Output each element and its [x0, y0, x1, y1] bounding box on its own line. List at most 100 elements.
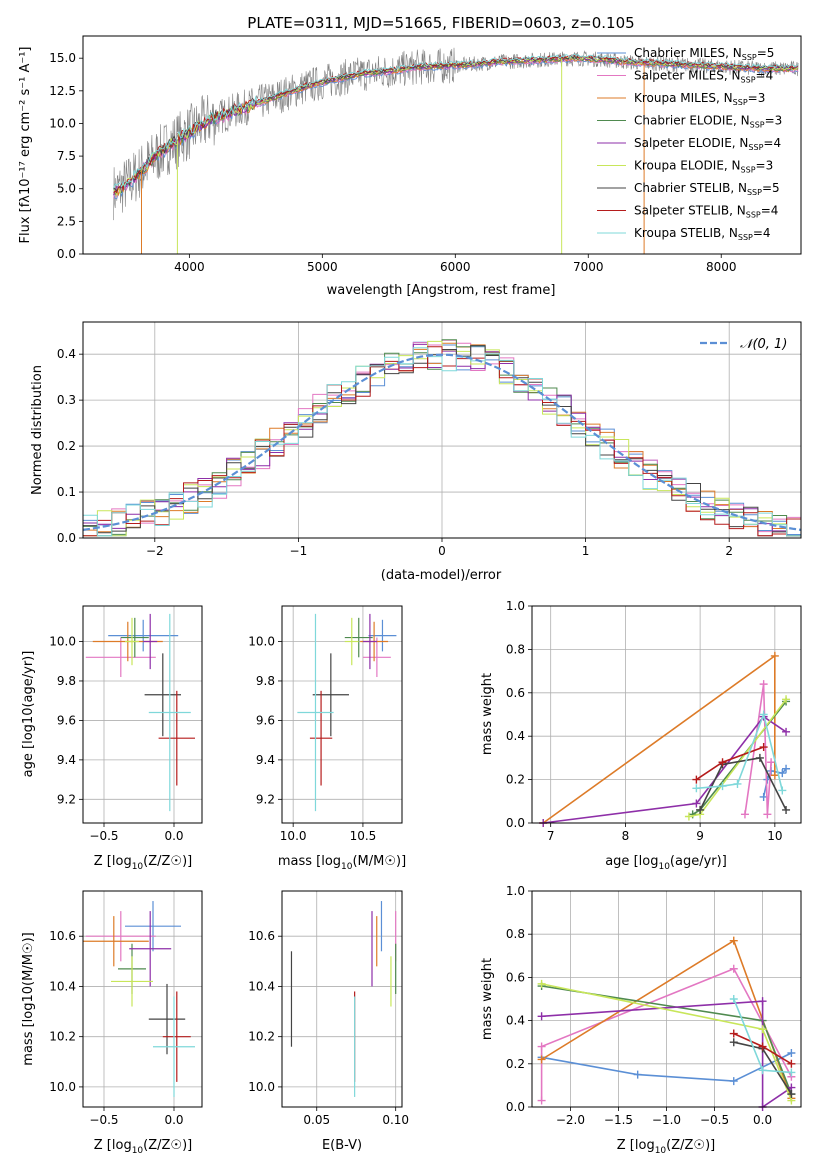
- plus-marker: [770, 651, 779, 660]
- y-axis-label: mass [log10(M/M☉)]: [21, 932, 36, 1065]
- axes-frame: [82, 321, 802, 539]
- mass-weight-line: [699, 757, 787, 811]
- y-tick-label: 9.4: [57, 753, 76, 767]
- x-axis-label: Z [log10(Z/Z☉)]: [94, 1138, 192, 1156]
- legend-label: Salpeter ELODIE, NSSP=4: [634, 136, 781, 152]
- y-tick-label: 0.2: [506, 1057, 525, 1071]
- plus-marker: [782, 727, 791, 736]
- plus-marker: [692, 799, 701, 808]
- y-tick-label: 10.0: [49, 116, 76, 130]
- mass-age-panel: 10.0 10.5 9.2 9.4 9.6 9.8 10.0 mass [log10(M/M☉…: [248, 605, 406, 872]
- legend-label: Salpeter MILES, NSSP=4: [634, 69, 773, 85]
- z-massweight-panel: −2.0 −1.5 −1.0 −0.5 0.0 0.0 0.2 0.4 0.6 0.8 1.0 Z […: [480, 884, 802, 1156]
- y-tick-label: 0.1: [57, 485, 76, 499]
- y-tick-label: 2.5: [57, 214, 76, 228]
- x-tick-label: 0.0: [753, 1113, 772, 1127]
- y-axis-label: Flux [fλ10⁻¹⁷ erg cm⁻² s⁻¹ A⁻¹]: [18, 47, 33, 244]
- y-tick-label: 0.8: [506, 927, 525, 941]
- y-tick-label: 10.0: [49, 635, 76, 649]
- legend-label: Kroupa MILES, NSSP=3: [634, 91, 765, 107]
- plus-marker: [782, 695, 791, 704]
- plus-marker: [692, 775, 701, 784]
- z-mass-panel: −0.5 0.0 10.0 10.2 10.4 10.6 Z [log10(Z/Z☉)] ma…: [21, 890, 203, 1156]
- x-tick-label: 2: [725, 544, 733, 558]
- y-tick-label: 0.2: [57, 439, 76, 453]
- x-tick-label: 10: [767, 829, 782, 843]
- y-tick-label: 10.6: [49, 929, 76, 943]
- legend-label: Salpeter STELIB, NSSP=4: [634, 204, 778, 220]
- y-axis-label: Normed distribution: [30, 365, 45, 495]
- plus-marker: [729, 995, 738, 1003]
- plus-marker: [759, 680, 768, 689]
- x-tick-label: 9: [696, 829, 704, 843]
- y-tick-label: 10.0: [49, 1080, 76, 1094]
- residual-histogram-panel: −2 −1 0 1 2 0.0 0.1 0.2 0.3 0.4 𝒩(0, 1) (data-model…: [30, 321, 802, 583]
- x-tick-label: 4000: [174, 260, 205, 274]
- y-tick-label: 15.0: [49, 51, 76, 65]
- y-axis-label: mass weight: [480, 673, 495, 755]
- y-tick-label: 0.0: [506, 1100, 525, 1114]
- plus-marker: [729, 1077, 738, 1086]
- plus-marker: [718, 758, 727, 767]
- plus-marker: [787, 1049, 796, 1057]
- y-tick-label: 9.6: [57, 713, 76, 727]
- plus-marker: [729, 964, 738, 973]
- plus-marker: [759, 743, 768, 752]
- y-tick-label: 9.8: [256, 674, 275, 688]
- plus-marker: [767, 758, 776, 767]
- y-tick-label: 0.4: [506, 1014, 525, 1028]
- x-tick-label: 1: [582, 544, 590, 558]
- legend-label: Kroupa ELODIE, NSSP=3: [634, 159, 773, 175]
- y-axis-label: age [log10(age/yr)]: [21, 651, 36, 778]
- axes-frame: [281, 605, 403, 824]
- plus-marker: [787, 1068, 796, 1077]
- plus-marker: [778, 786, 787, 795]
- y-tick-label: 1.0: [506, 599, 525, 613]
- y-tick-label: 0.0: [506, 816, 525, 830]
- x-axis-label: (data-model)/error: [381, 568, 502, 583]
- y-tick-label: 12.5: [49, 84, 76, 98]
- y-tick-label: 10.2: [49, 1030, 76, 1044]
- x-tick-label: −0.5: [700, 1113, 729, 1127]
- y-tick-label: 10.2: [248, 1030, 275, 1044]
- y-tick-label: 0.0: [57, 531, 76, 545]
- plus-marker: [537, 979, 546, 988]
- y-tick-label: 9.6: [256, 713, 275, 727]
- plus-marker: [758, 1066, 767, 1075]
- plus-marker: [740, 810, 749, 819]
- y-axis-label: mass weight: [480, 958, 495, 1040]
- plus-marker: [718, 782, 727, 791]
- x-tick-label: 5000: [307, 260, 338, 274]
- y-tick-label: 9.8: [57, 674, 76, 688]
- x-tick-label: −1: [290, 544, 308, 558]
- y-tick-label: 9.2: [256, 792, 275, 806]
- plus-marker: [787, 1090, 796, 1099]
- y-tick-label: 0.8: [506, 642, 525, 656]
- x-tick-label: 0.0: [164, 829, 183, 843]
- y-tick-label: 9.2: [57, 792, 76, 806]
- x-tick-label: 0.05: [303, 1113, 330, 1127]
- plus-marker: [537, 1096, 546, 1105]
- axes-frame: [531, 605, 802, 824]
- spectrum-panel: 4000 5000 6000 7000 8000 0.0 2.5 5.0 7.5 10.0 12.5…: [18, 35, 802, 298]
- y-tick-label: 0.6: [506, 970, 525, 984]
- x-axis-label: age [log10(age/yr)]: [605, 854, 727, 872]
- y-tick-label: 0.6: [506, 686, 525, 700]
- legend-label: Chabrier MILES, NSSP=5: [634, 46, 774, 62]
- x-tick-label: −2: [146, 544, 164, 558]
- x-tick-label: −1.5: [604, 1113, 633, 1127]
- plus-marker: [763, 810, 772, 819]
- model-spectrum-line: [113, 53, 799, 189]
- y-tick-label: 0.0: [57, 247, 76, 261]
- y-tick-label: 10.4: [248, 979, 275, 993]
- x-tick-label: 10.5: [350, 829, 377, 843]
- x-tick-label: 6000: [440, 260, 471, 274]
- axes-frame: [531, 890, 802, 1108]
- ebv-mass-panel: 0.05 0.10 10.0 10.2 10.4 10.6 E(B-V): [248, 890, 409, 1153]
- histogram-step-line: [82, 346, 801, 538]
- plus-marker: [729, 1038, 738, 1047]
- plus-marker: [787, 1059, 796, 1068]
- axes-frame: [281, 890, 403, 1108]
- legend-label: Chabrier ELODIE, NSSP=3: [634, 114, 782, 130]
